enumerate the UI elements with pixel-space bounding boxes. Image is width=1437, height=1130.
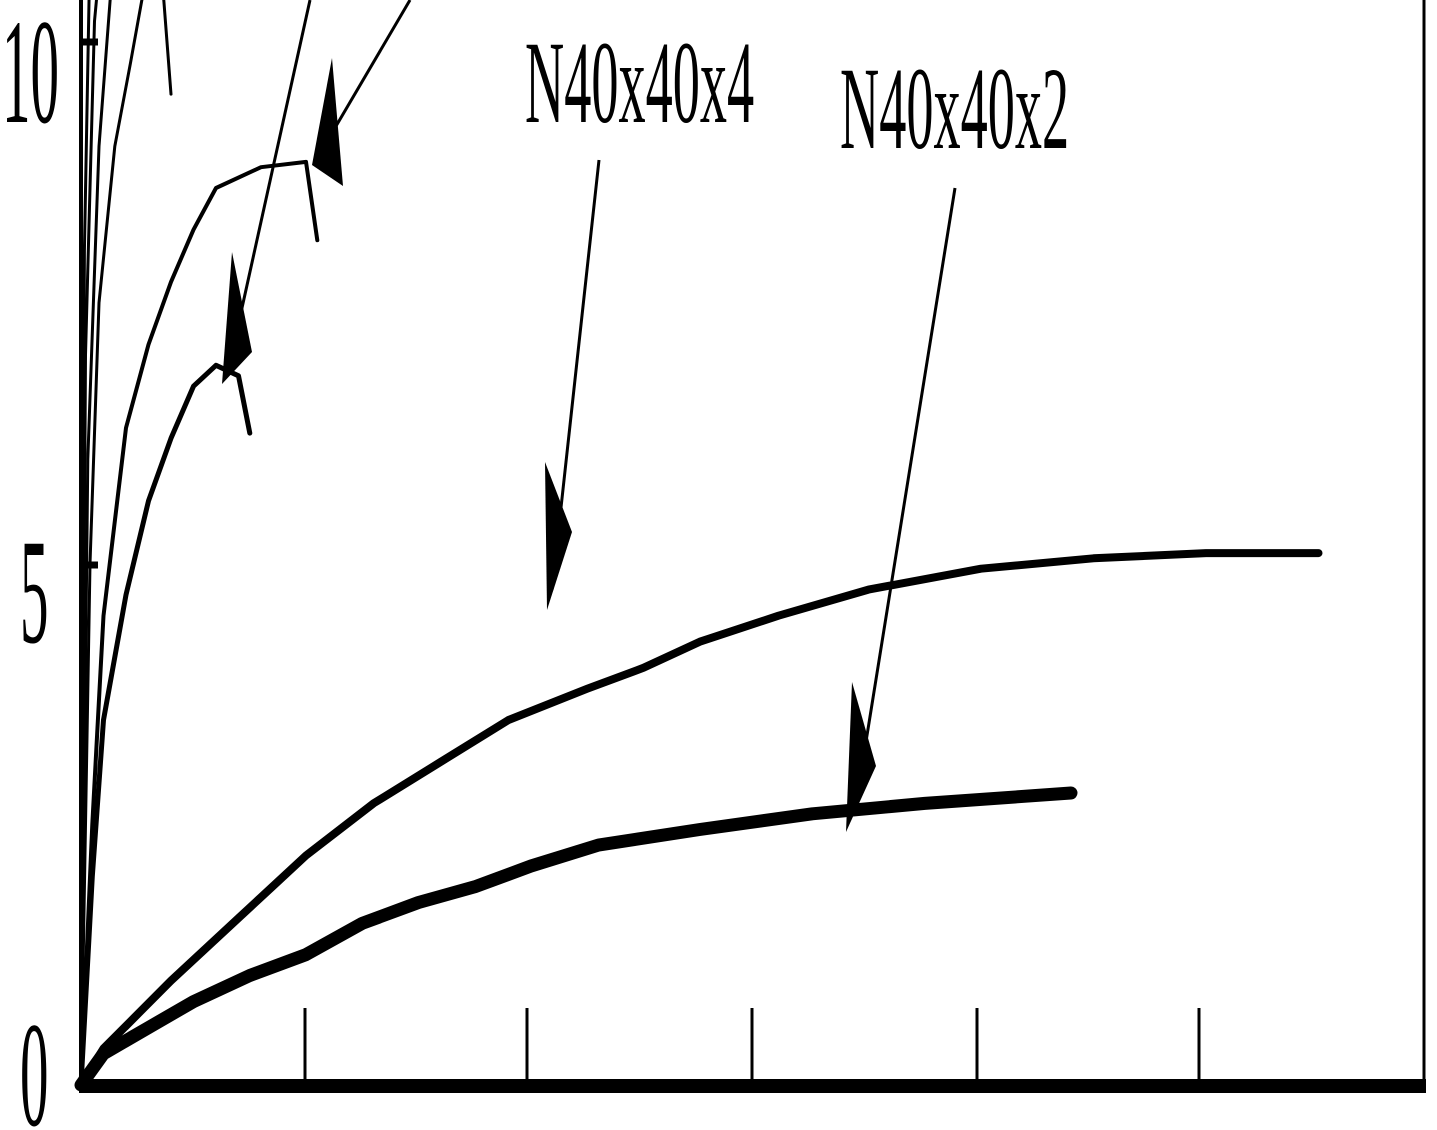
annotation-arrows bbox=[222, 0, 957, 832]
y-tick-label-0: 0 bbox=[20, 991, 49, 1130]
series-line-8 bbox=[79, 0, 91, 1087]
series-line-5 bbox=[79, 0, 173, 1087]
leader-line-series-b bbox=[853, 187, 957, 811]
series-label-n40x40x2: N40x40x2 bbox=[840, 43, 1069, 174]
y-tick-label-10: 10 bbox=[2, 0, 59, 155]
series-line-4 bbox=[79, 159, 320, 1087]
arrowhead-series-b bbox=[846, 682, 876, 832]
series-line-1 bbox=[74, 786, 1078, 1092]
arrowhead-upper-1 bbox=[222, 252, 252, 384]
y-tick-label-5: 5 bbox=[20, 508, 49, 675]
series-line-3 bbox=[78, 362, 253, 1088]
leader-line-upper-1 bbox=[234, 0, 312, 336]
series-curves bbox=[74, 0, 1323, 1092]
arrowhead-upper-2 bbox=[312, 58, 343, 186]
series-label-n40x40x4: N40x40x4 bbox=[525, 17, 754, 148]
series-line-2 bbox=[77, 549, 1323, 1089]
arrowhead-series-a bbox=[545, 462, 572, 610]
